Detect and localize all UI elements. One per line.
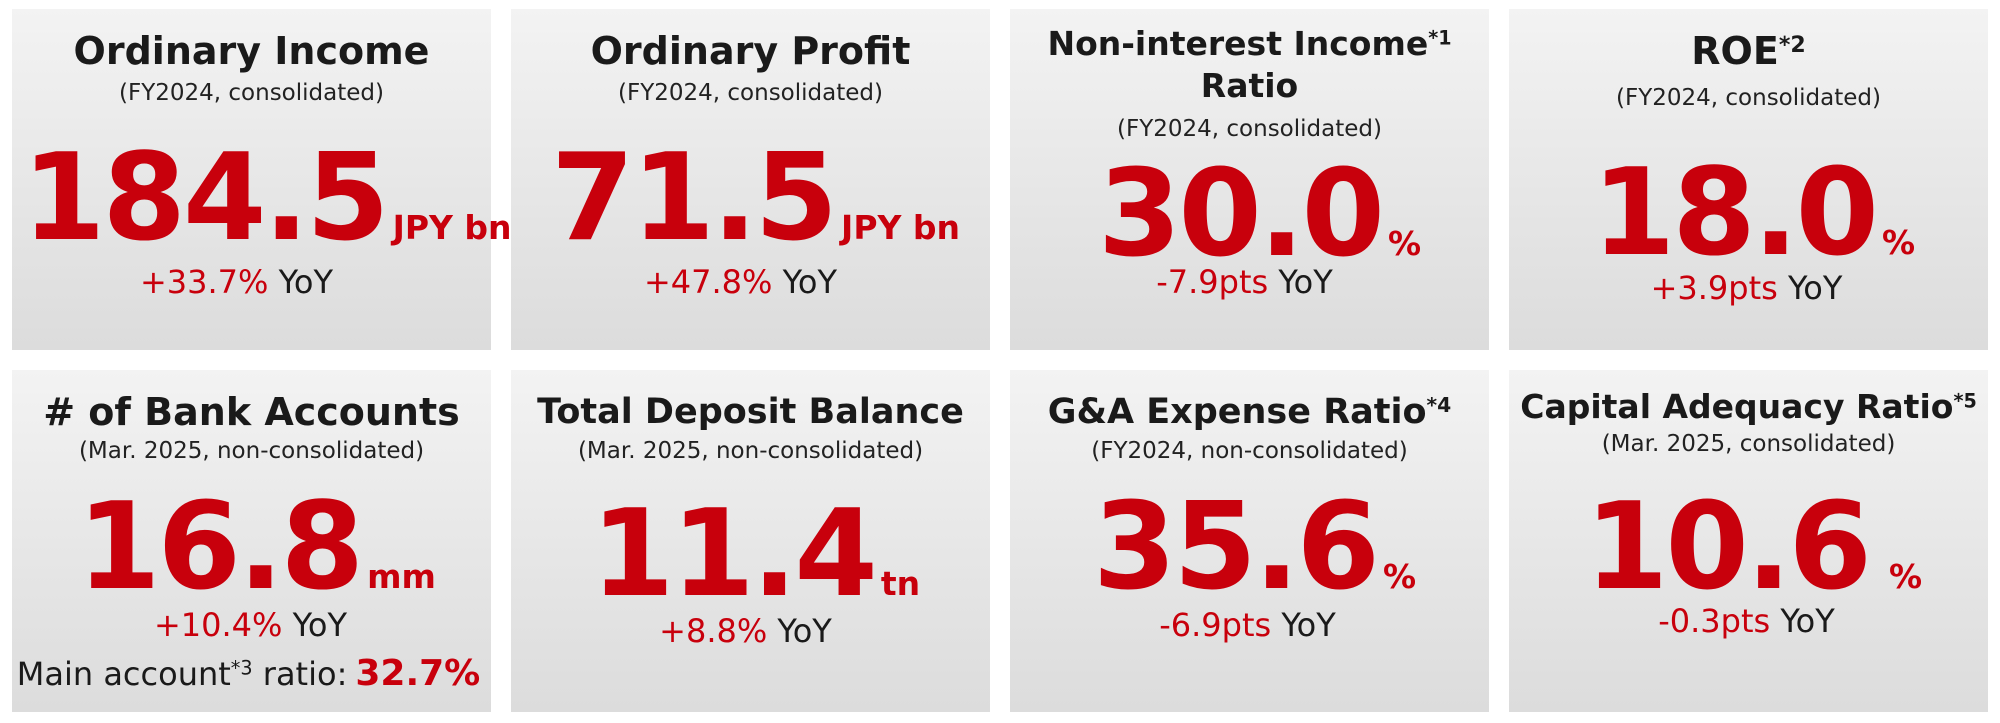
value-unit: % [1388, 224, 1422, 263]
value-number: 71.5 [550, 129, 838, 268]
value-number: 184.5 [22, 129, 390, 268]
yoy-label: YoY [292, 606, 348, 644]
value-number: 16.8 [77, 478, 364, 617]
title-text: G&A Expense Ratio [1047, 392, 1427, 432]
card-value: 30.0% [1030, 155, 1489, 275]
card-yoy: +47.8% YoY [491, 263, 990, 301]
title-line2: Ratio [1200, 66, 1299, 105]
value-unit: % [1889, 557, 1923, 596]
yoy-label: YoY [1278, 263, 1333, 301]
kpi-card-ordinary-income: Ordinary Income (FY2024, consolidated) 1… [12, 9, 512, 350]
card-subtitle: (Mar. 2025, consolidated) [1601, 431, 1896, 457]
card-yoy: -6.9pts YoY [1006, 606, 1489, 644]
kpi-card-ga-expense-ratio: G&A Expense Ratio*4 (FY2024, non-consoli… [1010, 370, 1489, 712]
yoy-label: YoY [1780, 602, 1835, 640]
card-value: 16.8 mm [22, 488, 491, 608]
title-text: Capital Adequacy Ratio [1520, 387, 1954, 426]
card-title: G&A Expense Ratio*4 [1010, 390, 1489, 434]
title-footnote: *2 [1778, 32, 1806, 58]
card-subtitle: (FY2024, consolidated) [119, 80, 384, 106]
card-value: 35.6% [1020, 488, 1489, 608]
main-account-value: 32.7% [355, 653, 481, 694]
card-subtitle: (FY2024, non-consolidated) [1091, 438, 1408, 464]
value-number: 18.0 [1591, 144, 1879, 283]
kpi-card-non-interest-income-ratio: Non-interest Income*1 Ratio (FY2024, con… [1010, 9, 1489, 350]
value-number: 30.0 [1097, 145, 1385, 284]
yoy-label: YoY [777, 612, 832, 650]
yoy-label: YoY [278, 263, 334, 301]
card-value: 71.5 JPY bn [521, 139, 990, 259]
card-yoy: +10.4% YoY [10, 606, 491, 644]
yoy-label: YoY [782, 263, 838, 301]
value-unit: mm [367, 557, 436, 596]
card-yoy: +8.8% YoY [501, 612, 990, 650]
yoy-change: +10.4% [153, 606, 283, 644]
card-title: # of Bank Accounts [43, 390, 460, 434]
card-subtitle: (Mar. 2025, non-consolidated) [577, 438, 924, 464]
main-account-label: Main account [16, 655, 231, 693]
yoy-change: +3.9pts [1650, 269, 1778, 307]
card-yoy: -7.9pts YoY [1000, 263, 1489, 301]
title-text: ROE [1691, 29, 1779, 73]
card-subtitle: (Mar. 2025, non-consolidated) [78, 438, 425, 464]
card-title: Non-interest Income*1 Ratio [1010, 23, 1489, 107]
kpi-card-roe: ROE*2 (FY2024, consolidated) 18.0% +3.9p… [1509, 9, 1988, 350]
yoy-change: +8.8% [659, 612, 768, 650]
card-subtitle: (FY2024, consolidated) [1117, 116, 1382, 142]
kpi-card-capital-adequacy-ratio: Capital Adequacy Ratio*5 (Mar. 2025, con… [1509, 370, 1988, 712]
card-title: Ordinary Profit [590, 29, 911, 73]
card-title: Total Deposit Balance [537, 392, 964, 432]
card-subtitle: (FY2024, consolidated) [1616, 85, 1881, 111]
title-footnote: *1 [1428, 26, 1452, 50]
yoy-change: -7.9pts [1156, 263, 1269, 301]
yoy-change: -6.9pts [1159, 606, 1272, 644]
card-value: 11.4 tn [521, 495, 990, 615]
value-unit: tn [880, 564, 921, 603]
title-footnote: *5 [1953, 389, 1977, 413]
kpi-card-ordinary-profit: Ordinary Profit (FY2024, consolidated) 7… [511, 9, 990, 350]
yoy-label: YoY [1281, 606, 1336, 644]
title-footnote: *4 [1426, 392, 1452, 417]
value-unit: % [1882, 223, 1916, 262]
card-yoy: -0.3pts YoY [1505, 602, 1988, 640]
card-value: 10.6% [1519, 488, 1988, 608]
kpi-card-bank-accounts: # of Bank Accounts (Mar. 2025, non-conso… [12, 370, 491, 712]
value-number: 35.6 [1092, 478, 1380, 617]
card-title: Ordinary Income [73, 29, 430, 73]
main-account-footnote: *3 [230, 656, 253, 680]
value-unit: JPY bn [841, 208, 961, 247]
yoy-change: -0.3pts [1658, 602, 1771, 640]
value-number: 11.4 [590, 485, 878, 624]
yoy-label: YoY [1787, 269, 1843, 307]
yoy-change: +47.8% [643, 263, 773, 301]
value-number: 10.6 [1584, 478, 1872, 617]
card-value: 18.0% [1519, 154, 1988, 274]
value-unit: JPY bn [392, 208, 512, 247]
card-yoy: +33.7% YoY [0, 263, 491, 301]
title-line1: Non-interest Income [1047, 24, 1429, 63]
card-title: Capital Adequacy Ratio*5 [1509, 385, 1988, 429]
main-account-suffix: ratio: [252, 655, 348, 693]
card-yoy: +3.9pts YoY [1505, 269, 1988, 307]
kpi-card-total-deposit-balance: Total Deposit Balance (Mar. 2025, non-co… [511, 370, 990, 712]
card-subtitle: (FY2024, consolidated) [618, 80, 883, 106]
main-account-ratio: Main account*3 ratio: 32.7% [6, 653, 491, 694]
value-unit: % [1383, 557, 1417, 596]
card-value: 184.5 JPY bn [22, 139, 512, 259]
card-title: ROE*2 [1509, 29, 1988, 73]
yoy-change: +33.7% [139, 263, 269, 301]
